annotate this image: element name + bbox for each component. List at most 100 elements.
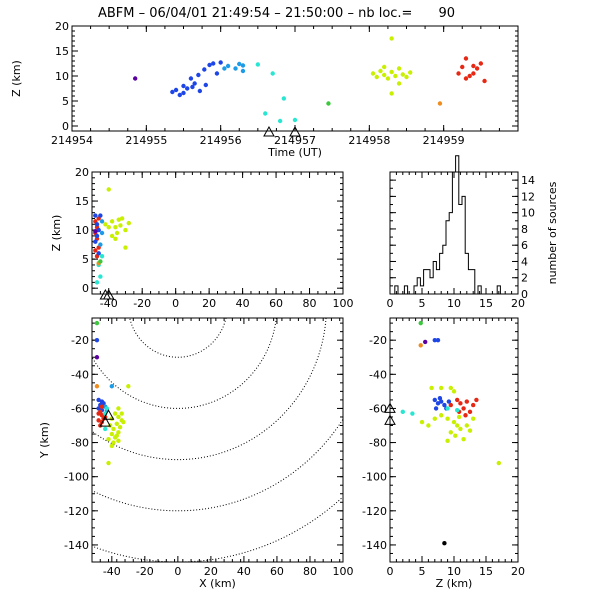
time_height-point [396,66,402,71]
x_height-point [99,219,105,224]
height_y-xlabel: Z (km) [436,577,473,590]
height_y-point [458,426,463,432]
time_height-ytick-label: 20 [55,20,69,33]
plan_view-station-marker [102,409,115,420]
height_y-point [445,406,450,411]
time_height-point [211,61,216,66]
time_height-ylabel: Z (km) [10,60,23,97]
height_y-point [426,423,431,428]
time_height-ytick-label: 5 [62,95,69,108]
plan_view-ylabel: Y (km) [38,422,51,459]
height_histogram-ylabel: number of sources [546,181,559,284]
height_y-point [471,402,476,408]
x_height-point [96,251,101,256]
time_height-point [474,66,480,71]
time_height-point [400,72,405,77]
height_y-point [461,406,466,411]
chart-title: ABFM – 06/04/01 21:49:54 – 21:50:00 – nb… [98,6,455,21]
time_height-point [181,90,186,96]
height_histogram-ytick-label: 4 [521,255,528,268]
time_height-point [471,63,476,69]
plan_view-ytick-label: -40 [71,368,89,381]
plan_view-ytick-label: -140 [64,539,89,552]
height_y-point [437,395,443,401]
x_height-point [113,224,118,230]
time_height-point [270,71,275,76]
height_histogram-xtick-label: 5 [419,297,426,310]
time_height-ytick-label: 0 [62,120,69,133]
height_histogram-ytick-label: 10 [521,207,535,220]
height_y-point [442,541,447,546]
x_height-point [98,274,103,279]
time_height-point [478,61,484,66]
plan_view-point [111,440,116,445]
height_histogram-xtick-label: 15 [479,297,493,310]
height_y-point [439,385,444,391]
time_height-point [389,69,394,75]
time_height-point [214,71,220,76]
time_height-point [374,74,379,80]
time_height-point [471,71,476,76]
time_height-point [467,73,472,79]
height_y-ytick-label: -120 [362,505,387,518]
time_height-point [292,117,298,123]
time_height-point [277,118,283,124]
x_height-point [123,227,128,233]
plan_view-ytick-label: -20 [71,334,89,347]
height_y-point [464,399,469,404]
height_y-point [455,397,460,403]
plan_view-xtick-label: -40 [103,565,121,578]
time_height-ytick-label: 10 [55,70,69,83]
height_histogram-ytick-label: 0 [521,288,528,301]
plan_view-frame [91,317,344,563]
x_height-point [94,222,100,227]
time_height-point [185,86,190,91]
plan_view-point [114,433,119,438]
time_height-point [233,66,238,71]
plan_view-xtick-label: 20 [204,565,218,578]
height_y-point [464,423,469,428]
x_height-point [98,213,103,218]
time_height-point [196,72,201,78]
time_height-point [463,56,469,61]
height_y-point [453,433,458,438]
height_histogram-ytick-label: 8 [521,223,528,236]
x_height-xtick-label: 20 [202,297,216,310]
height_y-point [456,414,462,420]
height_y-point [410,411,415,416]
plan_view-xtick-label: 40 [237,565,251,578]
height_y-point [418,320,423,326]
plan_view-point [119,411,124,416]
x_height-xtick-label: -20 [133,297,151,310]
plan_view-xlabel: X (km) [199,577,236,590]
plan_view-point [109,384,115,389]
time_height-point [396,81,402,86]
time_height-xtick-label: 214954 [51,134,93,147]
plan_view-point [99,404,105,409]
time_height-point [240,68,246,74]
height_y-point [433,406,439,411]
plan_view-point [104,406,110,411]
x_height-point [94,233,100,239]
x_height-point [106,224,111,230]
height_histogram-xtick-label: 0 [387,297,394,310]
x_height-point [98,242,103,247]
plan_view-point [98,409,103,415]
height_y-station-marker [384,414,396,425]
time_height-point [385,76,391,81]
height_y-point [439,399,444,404]
height_y-point [400,409,405,415]
x_height-point [109,219,115,224]
height_y-point [435,337,441,343]
height_y-point [448,430,453,435]
height_y-ytick-label: -60 [369,402,387,415]
plan_view-point [126,384,131,389]
x_height-point [93,239,98,244]
height_histogram-ytick-label: 14 [521,174,535,187]
time_height-point [382,64,387,70]
plan_view-point [94,337,100,343]
plan_view-point [106,436,111,442]
x_height-station-marker [102,288,115,300]
time_height-station-marker [289,125,301,137]
x_height-point [99,254,105,259]
